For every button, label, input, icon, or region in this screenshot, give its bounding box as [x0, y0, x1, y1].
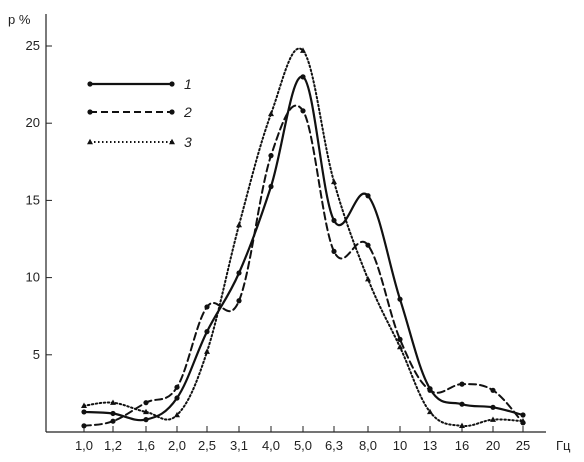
y-tick-label: 25 — [26, 38, 40, 53]
chart-series — [81, 47, 526, 429]
x-axis-label: Гц — [556, 438, 571, 453]
chart-legend: 1 2 3 — [87, 76, 192, 150]
x-tick-label: 2,5 — [198, 438, 216, 453]
x-tick-label: 2,0 — [168, 438, 186, 453]
series-2-point — [397, 336, 403, 342]
series-3-point — [204, 348, 210, 354]
y-tick-label: 20 — [26, 115, 40, 130]
series-1-point — [143, 417, 149, 423]
series-2-point — [459, 381, 465, 387]
x-tick-label: 20 — [486, 438, 500, 453]
y-tick-label: 15 — [26, 192, 40, 207]
series-3-point — [520, 417, 526, 424]
series-1-point — [520, 412, 526, 418]
x-tick-label: 16 — [455, 438, 469, 453]
series-1-line — [82, 75, 525, 422]
series-1-point — [397, 296, 403, 302]
series-3-point — [397, 343, 403, 350]
series-3-point — [459, 422, 465, 429]
series-1-point — [490, 404, 496, 410]
series-3-point — [300, 47, 306, 53]
x-tick-label: 13 — [423, 438, 437, 453]
series-2-point — [427, 387, 433, 393]
legend-label-3: 3 — [184, 134, 192, 150]
series-1-point — [81, 409, 87, 415]
legend-marker — [169, 138, 175, 145]
series-1-point — [110, 410, 116, 417]
series-2-point — [81, 423, 87, 429]
series-1-point — [300, 74, 306, 80]
series-3-point — [143, 408, 149, 415]
y-tick-label: 5 — [33, 347, 40, 362]
series-2-point — [236, 298, 242, 304]
series-1-point — [331, 217, 337, 224]
series-3-point — [236, 221, 242, 228]
x-tick-label: 25 — [516, 438, 530, 453]
series-3-point — [81, 402, 87, 408]
y-tick-label: 10 — [26, 270, 40, 285]
series-1-point — [204, 329, 210, 335]
series-3-point — [365, 275, 371, 282]
legend-marker — [87, 81, 93, 87]
series-2-point — [365, 242, 371, 248]
series-1-point — [459, 401, 465, 407]
series-3-point — [331, 178, 337, 185]
series-1-point — [365, 193, 371, 199]
series-1-point — [236, 270, 242, 276]
legend-marker — [169, 81, 175, 87]
x-tick-label: 1,2 — [104, 438, 122, 453]
series-2-point — [110, 418, 116, 424]
legend-marker — [169, 109, 175, 115]
series-3-point — [174, 411, 180, 418]
legend-label-2: 2 — [183, 104, 192, 120]
series-2-line — [83, 104, 524, 427]
series-2-point — [204, 304, 210, 310]
series-2-point — [143, 400, 149, 406]
x-tick-label: 10 — [393, 438, 407, 453]
x-tick-label: 1,0 — [75, 438, 93, 453]
series-2-point — [490, 387, 496, 393]
series-2-point — [174, 384, 180, 390]
series-3-point — [268, 110, 274, 117]
series-1-point — [174, 395, 180, 401]
x-tick-label: 6,3 — [325, 438, 343, 453]
series-1-point — [268, 183, 274, 190]
series-3-point — [427, 408, 433, 415]
x-tick-label: 5,0 — [294, 438, 312, 453]
legend-label-1: 1 — [184, 76, 192, 92]
x-tick-label: 8,0 — [359, 438, 377, 453]
series-2-point — [331, 248, 337, 254]
x-tick-label: 1,6 — [137, 438, 155, 453]
x-tick-label: 4,0 — [262, 438, 280, 453]
chart-axes: 5 10 15 20 25 1,0 1,2 1,6 2,0 2,5 3,1 4,0 5,0 6,3 8,0 1… — [26, 14, 546, 453]
series-2-point — [300, 108, 306, 114]
series-2-point — [268, 153, 274, 159]
series-3-point — [490, 416, 496, 422]
y-axis-label: p % — [8, 12, 31, 27]
legend-marker — [87, 109, 93, 115]
series-3-point — [110, 399, 116, 405]
x-tick-label: 3,1 — [230, 438, 248, 453]
legend-marker — [87, 138, 93, 145]
series-3-line — [83, 47, 524, 427]
